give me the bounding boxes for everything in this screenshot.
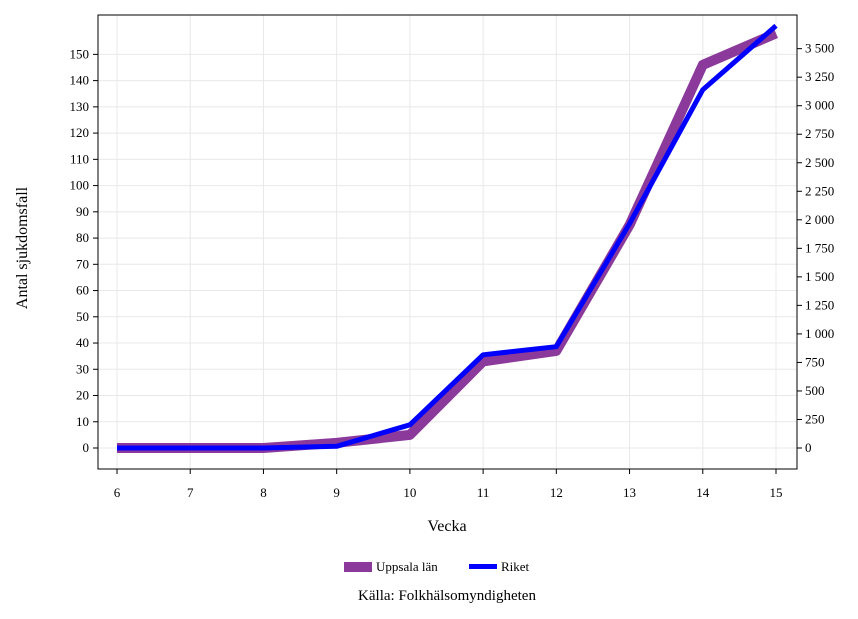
source-note: Källa: Folkhälsomyndigheten <box>358 588 536 604</box>
left-tick-label: 90 <box>76 204 89 219</box>
x-tick-label: 7 <box>187 485 194 500</box>
series-lines <box>117 23 778 453</box>
legend: Uppsala län Riket <box>344 559 530 574</box>
right-tick-label: 2 000 <box>805 212 834 227</box>
right-tick-label: 2 500 <box>805 155 834 170</box>
series-line-uppsala <box>117 28 778 453</box>
left-tick-label: 60 <box>76 283 89 298</box>
right-tick-label: 2 250 <box>805 183 834 198</box>
x-tick-label: 8 <box>260 485 267 500</box>
right-tick-label: 250 <box>805 411 825 426</box>
legend-swatch-uppsala <box>344 562 372 572</box>
right-tick-label: 1 250 <box>805 297 834 312</box>
left-tick-label: 120 <box>70 125 90 140</box>
left-tick-label: 130 <box>70 99 90 114</box>
series-line-riket <box>117 23 778 451</box>
x-tick-label: 13 <box>623 485 636 500</box>
left-tick-label: 70 <box>76 256 89 271</box>
right-tick-label: 3 000 <box>805 98 834 113</box>
right-tick-label: 3 250 <box>805 69 834 84</box>
left-tick-label: 80 <box>76 230 89 245</box>
right-tick-label: 0 <box>805 440 812 455</box>
left-tick-label: 110 <box>70 151 89 166</box>
right-tick-label: 2 750 <box>805 126 834 141</box>
right-y-axis: 0 250 500 750 1 000 1 250 1 500 1 750 2 000 2 250… <box>797 41 834 455</box>
right-tick-label: 500 <box>805 383 825 398</box>
y-axis-title: Antal sjukdomsfall <box>14 186 31 309</box>
x-tick-label: 12 <box>550 485 563 500</box>
left-y-axis: 0 10 20 30 40 50 60 70 80 90 100 110 120 130 140 150 <box>70 46 98 455</box>
legend-swatch-riket <box>469 564 497 569</box>
x-tick-label: 9 <box>333 485 340 500</box>
x-tick-label: 15 <box>770 485 783 500</box>
left-tick-label: 0 <box>83 440 90 455</box>
x-tick-label: 10 <box>403 485 416 500</box>
right-tick-label: 1 750 <box>805 240 834 255</box>
x-tick-label: 14 <box>696 485 710 500</box>
left-tick-label: 50 <box>76 309 89 324</box>
plot-frame <box>97 14 798 470</box>
x-axis: 6 7 8 9 10 11 12 13 14 15 <box>114 469 783 500</box>
legend-label-uppsala: Uppsala län <box>376 559 438 574</box>
left-tick-label: 40 <box>76 335 89 350</box>
left-tick-label: 150 <box>70 46 90 61</box>
right-tick-label: 750 <box>805 354 825 369</box>
left-tick-label: 30 <box>76 361 89 376</box>
x-tick-label: 11 <box>477 485 490 500</box>
x-tick-label: 6 <box>114 485 121 500</box>
left-tick-label: 100 <box>70 178 90 193</box>
right-tick-label: 1 500 <box>805 269 834 284</box>
legend-label-riket: Riket <box>501 559 530 574</box>
right-tick-label: 1 000 <box>805 326 834 341</box>
left-tick-label: 10 <box>76 414 89 429</box>
x-axis-title: Vecka <box>427 518 466 535</box>
left-tick-label: 20 <box>76 388 89 403</box>
left-tick-label: 140 <box>70 73 90 88</box>
right-tick-label: 3 500 <box>805 41 834 56</box>
